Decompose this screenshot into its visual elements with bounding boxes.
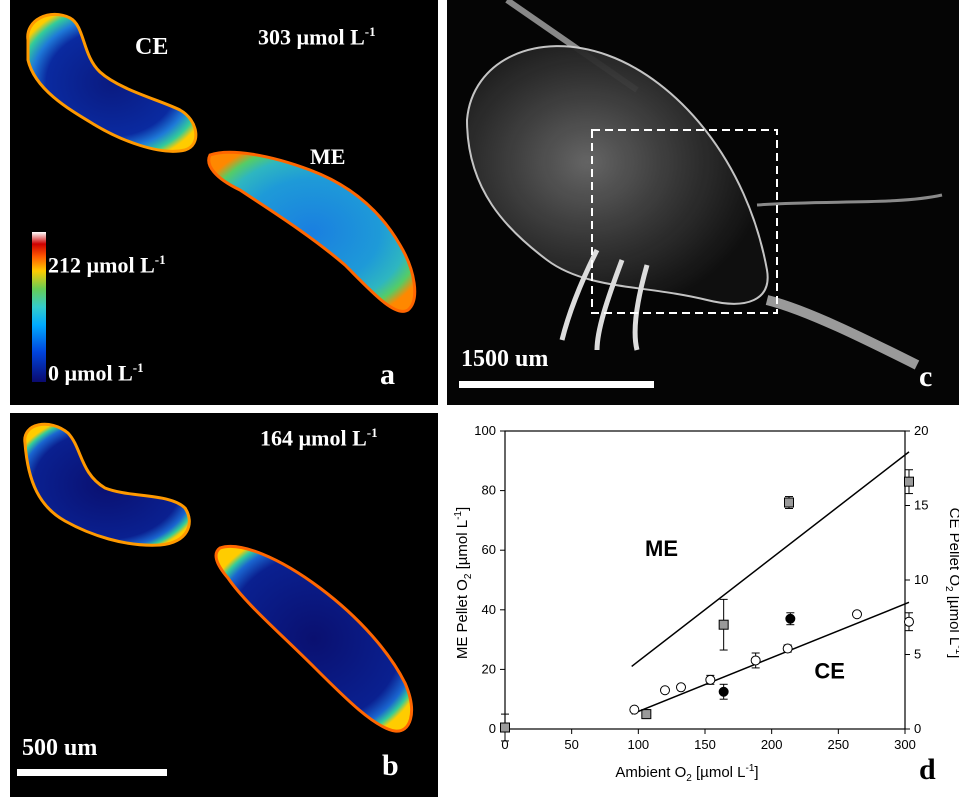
me-point xyxy=(904,476,914,487)
ce-point xyxy=(782,643,793,654)
scalebar-c xyxy=(459,381,654,388)
x-tick-label: 150 xyxy=(694,737,716,752)
me-gut-segment xyxy=(207,150,417,313)
ce-filled-point xyxy=(785,613,796,624)
ce-point xyxy=(705,674,716,685)
me-point xyxy=(641,709,652,720)
panel-letter-a: a xyxy=(380,358,395,391)
ce-point xyxy=(629,704,640,715)
tail xyxy=(765,295,920,370)
y-left-tick-label: 0 xyxy=(489,721,496,736)
chart-marks: ME CE xyxy=(500,451,914,742)
colorbar xyxy=(32,232,46,382)
y-left-tick-label: 60 xyxy=(482,542,496,557)
y-right-tick-label: 20 xyxy=(914,423,928,438)
me-gut-segment-b xyxy=(214,544,414,733)
x-tick-label: 300 xyxy=(894,737,916,752)
x-axis-label: Ambient O2 [µmol L-1] xyxy=(615,763,758,784)
label-ce: CE xyxy=(135,34,169,60)
panel-letter-c: c xyxy=(919,360,933,393)
x-tick-label: 250 xyxy=(827,737,849,752)
x-tick-label: 200 xyxy=(761,737,783,752)
ce-point xyxy=(750,655,761,666)
me-point xyxy=(784,497,794,508)
panel-b-image xyxy=(23,422,414,733)
colorbar-bottom-label: 0 µmol L-1 xyxy=(48,360,144,386)
scalebar-label-c: 1500 um xyxy=(461,346,549,372)
y-left-tick-label: 100 xyxy=(474,423,496,438)
ce-point xyxy=(676,682,686,693)
y-right-tick-label: 10 xyxy=(914,572,928,587)
panel-letter-b: b xyxy=(382,749,399,782)
ce-point xyxy=(904,616,914,627)
y-left-tick-label: 20 xyxy=(482,661,496,676)
y-axis-right-label: CE Pellet O2 [µmol L-1] xyxy=(943,508,959,659)
antenna xyxy=(756,193,943,207)
ce-gut-segment-b xyxy=(23,422,191,547)
ce-filled-point xyxy=(718,686,729,697)
y-right-tick-label: 5 xyxy=(914,647,921,662)
panel-a: 303 µmol L-1 CE ME 212 µmol L-1 0 µmol L… xyxy=(10,0,438,405)
ce-point xyxy=(660,685,670,696)
label-me: ME xyxy=(310,144,346,169)
panel-c: 1500 um c xyxy=(447,0,959,405)
y-axis-left-label: ME Pellet O2 [µmol L-1] xyxy=(453,507,474,659)
ce-gut-segment xyxy=(26,12,198,153)
y-left-tick-label: 40 xyxy=(482,602,496,617)
concentration-label-b: 164 µmol L-1 xyxy=(260,425,378,451)
roi-box xyxy=(591,129,778,314)
panel-d: 0 50 100 150 200 250 300 0 20 40 60 80 100 0 5 10 15 20 M… xyxy=(447,413,959,797)
panel-a-image xyxy=(26,12,417,382)
ce-point xyxy=(852,609,862,620)
annotation-ce: CE xyxy=(814,658,845,683)
y-right-tick-label: 15 xyxy=(914,498,928,513)
x-tick-label: 50 xyxy=(564,737,578,752)
concentration-label-a: 303 µmol L-1 xyxy=(258,24,376,50)
fit-line-ce xyxy=(631,601,910,715)
annotation-me: ME xyxy=(645,536,678,561)
me-point xyxy=(718,619,729,630)
panel-b: 164 µmol L-1 500 um b xyxy=(10,413,438,797)
x-tick-label: 0 xyxy=(501,737,508,752)
scalebar-label-b: 500 um xyxy=(22,735,98,761)
y-left-tick-label: 80 xyxy=(482,483,496,498)
fit-line-me xyxy=(631,451,910,668)
copepod-body xyxy=(465,45,769,305)
colorbar-top-label: 212 µmol L-1 xyxy=(48,252,166,278)
panel-c-image xyxy=(465,0,943,370)
panel-letter-d: d xyxy=(919,753,936,786)
me-point xyxy=(500,722,510,733)
y-right-tick-label: 0 xyxy=(914,721,921,736)
scalebar-b xyxy=(17,769,167,776)
x-tick-label: 100 xyxy=(627,737,649,752)
